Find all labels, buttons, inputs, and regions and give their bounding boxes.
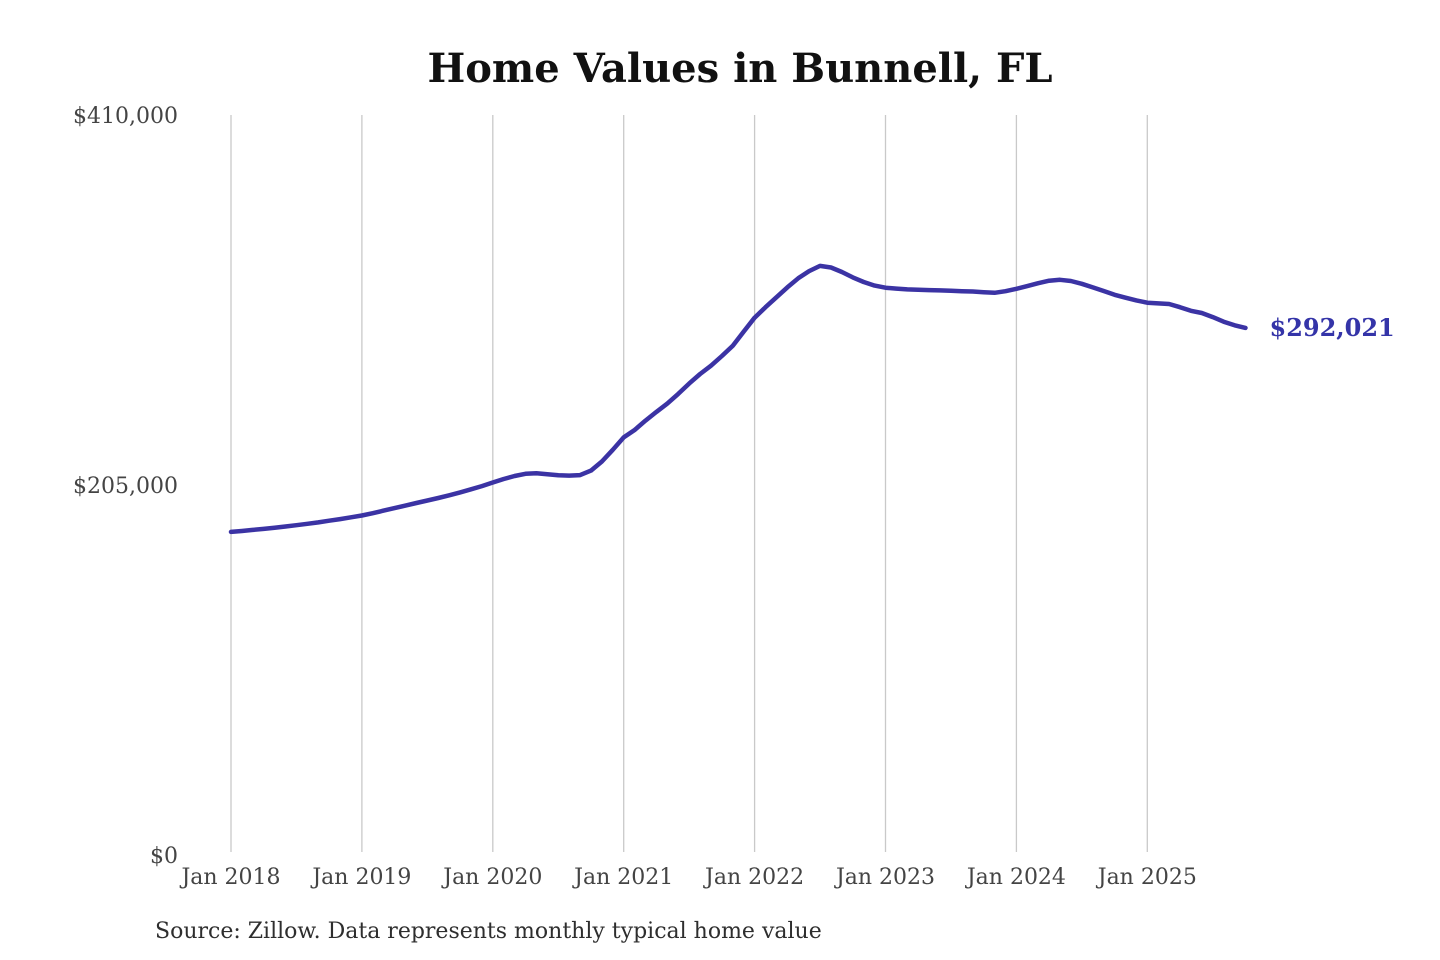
x-tick-label: Jan 2018 bbox=[179, 865, 280, 890]
chart-title: Home Values in Bunnell, FL bbox=[427, 45, 1052, 92]
source-note: Source: Zillow. Data represents monthly … bbox=[155, 919, 822, 944]
y-tick-label: $205,000 bbox=[73, 474, 178, 499]
x-tick-label: Jan 2025 bbox=[1096, 865, 1197, 890]
x-tick-label: Jan 2019 bbox=[310, 865, 411, 890]
x-tick-label: Jan 2021 bbox=[572, 865, 673, 890]
y-tick-label: $0 bbox=[150, 844, 178, 869]
x-tick-label: Jan 2023 bbox=[834, 865, 935, 890]
y-axis: $0 $205,000 $410,000 bbox=[73, 104, 178, 869]
x-tick-label: Jan 2022 bbox=[703, 865, 804, 890]
x-tick-label: Jan 2024 bbox=[965, 865, 1066, 890]
gridlines bbox=[230, 115, 1148, 852]
latest-value-label: $292,021 bbox=[1270, 313, 1395, 342]
x-axis: Jan 2018 Jan 2019 Jan 2020 Jan 2021 Jan … bbox=[179, 865, 1196, 890]
y-tick-label: $410,000 bbox=[73, 104, 178, 129]
x-tick-label: Jan 2020 bbox=[441, 865, 542, 890]
home-value-series-line bbox=[228, 263, 1248, 535]
